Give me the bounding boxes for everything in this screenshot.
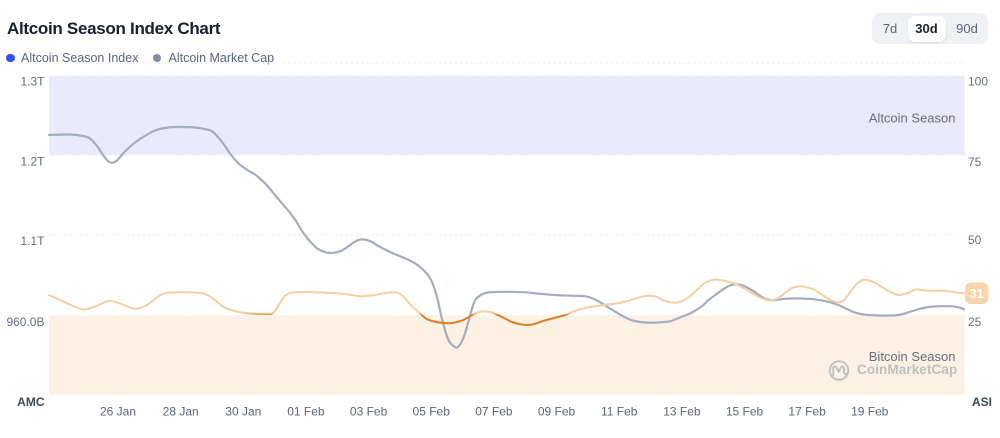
svg-text:01 Feb: 01 Feb — [287, 405, 325, 419]
svg-text:CoinMarketCap: CoinMarketCap — [857, 362, 957, 377]
svg-text:03 Feb: 03 Feb — [350, 405, 388, 419]
svg-text:31: 31 — [970, 287, 984, 301]
svg-text:960.0B: 960.0B — [6, 315, 44, 329]
svg-text:09 Feb: 09 Feb — [538, 405, 576, 419]
svg-text:25: 25 — [968, 315, 982, 329]
svg-text:1.2T: 1.2T — [20, 154, 45, 168]
svg-text:1.1T: 1.1T — [20, 234, 45, 248]
svg-text:11 Feb: 11 Feb — [601, 405, 638, 419]
svg-text:07 Feb: 07 Feb — [475, 405, 513, 419]
svg-text:AMC: AMC — [17, 395, 45, 409]
svg-text:ASI: ASI — [972, 395, 992, 409]
svg-text:1.3T: 1.3T — [20, 75, 45, 89]
svg-text:13 Feb: 13 Feb — [663, 405, 701, 419]
svg-text:19 Feb: 19 Feb — [851, 405, 889, 419]
svg-text:100: 100 — [968, 75, 988, 89]
svg-text:75: 75 — [968, 155, 982, 169]
svg-text:30 Jan: 30 Jan — [225, 405, 261, 419]
svg-text:26 Jan: 26 Jan — [100, 405, 136, 419]
svg-text:50: 50 — [968, 233, 982, 247]
svg-text:17 Feb: 17 Feb — [788, 405, 826, 419]
svg-text:15 Feb: 15 Feb — [726, 405, 764, 419]
svg-text:05 Feb: 05 Feb — [413, 405, 451, 419]
svg-text:28 Jan: 28 Jan — [163, 405, 199, 419]
svg-text:Altcoin Season: Altcoin Season — [869, 111, 956, 126]
svg-text:Bitcoin Season: Bitcoin Season — [869, 349, 956, 364]
